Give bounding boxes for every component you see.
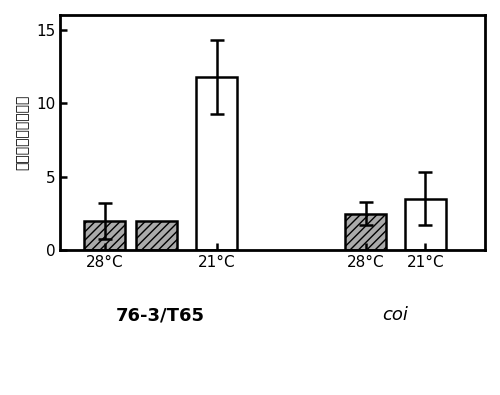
- Bar: [405, 199, 446, 250]
- Bar: [345, 214, 386, 250]
- Text: 76-3/T65: 76-3/T65: [116, 306, 205, 324]
- Bar: [196, 77, 237, 250]
- Text: coi: coi: [382, 306, 408, 324]
- Bar: [136, 221, 177, 250]
- Bar: [84, 221, 126, 250]
- Y-axis label: アミロース量（％）: アミロース量（％）: [15, 95, 29, 170]
